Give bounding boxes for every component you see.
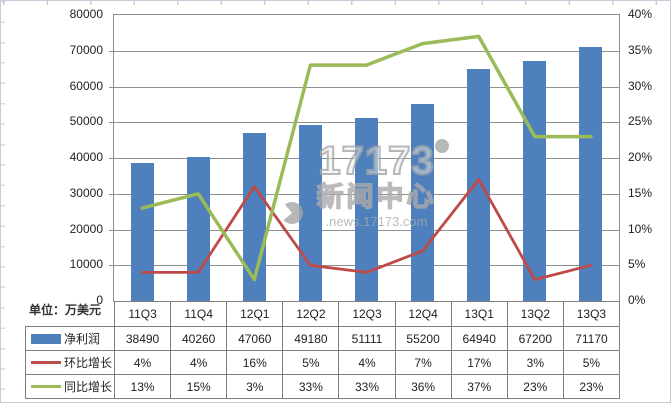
table-cell: 40260 xyxy=(170,326,228,351)
bar-13Q2 xyxy=(523,60,547,301)
worksheet-top-ticks xyxy=(3,1,670,5)
gridline xyxy=(109,86,619,88)
right-axis-tick: 30% xyxy=(628,78,653,93)
legend-item-yoy_growth: 同比增长 xyxy=(25,374,115,399)
table-cell: 47060 xyxy=(226,326,284,351)
table-cell: 64940 xyxy=(450,326,508,351)
table-header-row: 11Q3 11Q4 12Q1 12Q2 12Q3 12Q4 13Q1 13Q2 13Q3 xyxy=(26,301,620,327)
bar-12Q3 xyxy=(355,118,378,301)
bar-13Q1 xyxy=(467,68,491,301)
table-cell: 4% xyxy=(338,350,396,375)
table-row: 净利润 38490 40260 47060 49180 51111 55200 64940 67… xyxy=(25,326,620,351)
left-axis-tick: 50000 xyxy=(69,114,103,129)
bar-11Q3 xyxy=(130,163,154,301)
line-yoy_growth xyxy=(140,34,593,282)
table-cell: 33% xyxy=(282,374,340,399)
table-col-header: 11Q3 xyxy=(113,301,172,327)
table-cell: 17% xyxy=(450,350,508,375)
right-axis-tick: 15% xyxy=(628,185,653,200)
plot-area: 17173 新闻中心 .news.17173.com xyxy=(109,14,620,302)
unit-label: 单位：万美元 xyxy=(29,303,102,317)
line-series-layer xyxy=(140,34,593,282)
right-axis-tick: 20% xyxy=(628,150,653,164)
left-axis-tick: 0 xyxy=(96,293,103,307)
table-cell: 4% xyxy=(170,350,228,375)
table-cell: 23% xyxy=(506,374,564,399)
right-axis-tick: 0% xyxy=(628,293,646,307)
legend-label: 环比增长 xyxy=(64,355,113,370)
table-row: 同比增长 13% 15% 3% 33% 33% 36% 37% 23% 23% xyxy=(25,374,620,399)
right-axis-tick: 25% xyxy=(628,114,653,129)
left-axis-tick: 30000 xyxy=(69,185,103,200)
legend-label: 净利润 xyxy=(64,331,101,346)
table-col-header: 12Q4 xyxy=(394,301,452,327)
table-cell: 71170 xyxy=(562,326,620,351)
table-cell: 38490 xyxy=(113,326,172,351)
line-qoq_growth xyxy=(140,177,593,282)
table-row: 环比增长 4% 4% 16% 5% 4% 7% 17% 3% 5% xyxy=(25,350,620,375)
data-table: 11Q3 11Q4 12Q1 12Q2 12Q3 12Q4 13Q1 13Q2 13Q3 净利润 3… xyxy=(25,301,620,399)
worksheet-left-ticks xyxy=(1,1,5,402)
bar-swatch-icon xyxy=(31,333,61,344)
table-cell: 5% xyxy=(562,350,620,375)
table-cell: 13% xyxy=(113,374,172,399)
table-col-header: 12Q1 xyxy=(226,301,284,327)
table-cell: 16% xyxy=(226,350,284,375)
left-axis-tick: 10000 xyxy=(69,257,103,272)
table-col-header: 13Q1 xyxy=(450,301,508,327)
legend-label: 同比增长 xyxy=(64,379,113,394)
left-axis-tick: 20000 xyxy=(69,221,103,236)
table-cell: 7% xyxy=(394,350,452,375)
bar-13Q3 xyxy=(579,46,603,301)
table-cell: 55200 xyxy=(394,326,452,351)
table-cell: 51111 xyxy=(338,326,396,351)
table-cell: 67200 xyxy=(506,326,564,351)
line-swatch-icon xyxy=(31,385,61,389)
table-cell: 36% xyxy=(394,374,452,399)
table-cell: 49180 xyxy=(282,326,340,351)
table-cell: 15% xyxy=(170,374,228,399)
table-cell: 4% xyxy=(113,350,172,375)
table-col-header: 11Q4 xyxy=(170,301,228,327)
table-cell: 5% xyxy=(282,350,340,375)
table-col-header: 13Q3 xyxy=(562,301,620,327)
right-axis-tick: 35% xyxy=(628,42,653,57)
right-axis-tick: 10% xyxy=(628,221,653,236)
table-cell: 3% xyxy=(506,350,564,375)
table-cell: 33% xyxy=(338,374,396,399)
left-axis-tick: 80000 xyxy=(69,7,103,21)
right-axis-tick: 40% xyxy=(628,7,653,21)
legend-item-qoq_growth: 环比增长 xyxy=(25,350,115,375)
table-cell: 37% xyxy=(450,374,508,399)
table-cell: 3% xyxy=(226,374,284,399)
legend-item-net_profit: 净利润 xyxy=(25,326,115,351)
right-axis-tick: 5% xyxy=(628,257,646,272)
table-col-header: 12Q3 xyxy=(338,301,396,327)
left-axis-tick: 60000 xyxy=(69,78,103,93)
left-axis-tick: 40000 xyxy=(69,150,103,164)
table-col-header: 13Q2 xyxy=(506,301,564,327)
left-axis-tick: 70000 xyxy=(69,42,103,57)
line-swatch-icon xyxy=(31,361,61,365)
table-cell: 23% xyxy=(562,374,620,399)
table-col-header: 12Q2 xyxy=(282,301,340,327)
gridline xyxy=(109,50,619,52)
